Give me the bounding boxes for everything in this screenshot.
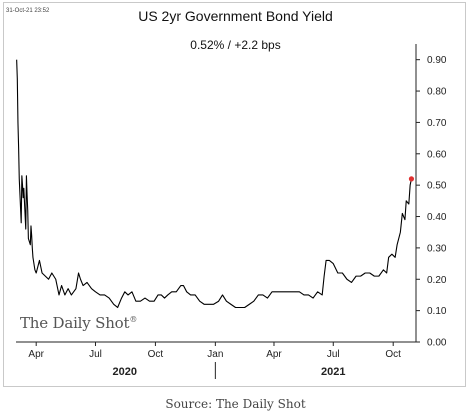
series-line xyxy=(16,59,412,309)
y-tick-label: 0.50 xyxy=(427,181,447,192)
x-tick-label: Jul xyxy=(89,349,102,360)
x-tick-label: Jul xyxy=(327,349,340,360)
y-tick-label: 0.00 xyxy=(427,338,447,349)
x-tick-label: Apr xyxy=(266,349,282,360)
x-tick-label: Oct xyxy=(148,349,164,360)
y-tick-label: 0.90 xyxy=(427,55,447,66)
chart-subtitle: 0.52% / +2.2 bps xyxy=(190,38,281,52)
year-label: 2021 xyxy=(321,366,345,378)
y-tick-label: 0.20 xyxy=(427,275,447,286)
chart-title: US 2yr Government Bond Yield xyxy=(138,8,333,24)
year-label: 2020 xyxy=(113,366,137,378)
chart-frame xyxy=(3,2,466,387)
y-tick-label: 0.60 xyxy=(427,149,447,160)
axes: 0.00 0.10 0.20 0.30 0.40 0.50 0.60 0.70 0.80 0.90… xyxy=(16,44,447,379)
last-value-marker xyxy=(408,176,415,182)
daily-shot-logo: The Daily Shot® xyxy=(20,314,137,332)
x-tick-label: Jan xyxy=(207,349,223,360)
logo-text: The Daily Shot xyxy=(20,314,130,332)
y-tick-label: 0.40 xyxy=(427,212,447,223)
source-note: Source: The Daily Shot xyxy=(165,397,306,411)
x-tick-label: Apr xyxy=(28,349,44,360)
y-tick-label: 0.80 xyxy=(427,87,447,98)
y-tick-label: 0.10 xyxy=(427,306,447,317)
plot-area xyxy=(16,59,415,309)
timestamp: 31-Oct-21 23:52 xyxy=(6,8,50,14)
y-tick-label: 0.70 xyxy=(427,118,447,129)
x-tick-label: Oct xyxy=(385,349,401,360)
y-tick-label: 0.30 xyxy=(427,243,447,254)
logo-registered-mark: ® xyxy=(129,315,138,324)
